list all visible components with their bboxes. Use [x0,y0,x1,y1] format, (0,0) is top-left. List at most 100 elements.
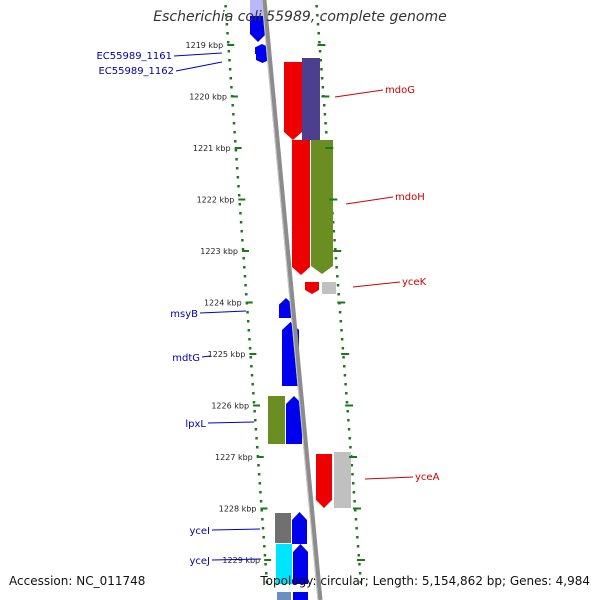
outer-dot-guide [343,374,347,377]
leader-line-mdoH [345,196,394,205]
inner-dot-guide [234,149,238,152]
outer-dot-guide [337,293,340,296]
inner-dot-guide [235,158,238,161]
inner-dot-guide [254,428,258,431]
inner-dot-guide [257,473,261,476]
inner-dot-guide [257,464,260,467]
gene-arrow-1162a [255,44,269,54]
inner-dot-guide [227,50,231,53]
inner-dot-guide [246,311,249,314]
leader-line-yceA [364,476,414,480]
inner-dot-guide [238,203,242,206]
inner-dot-guide [263,554,267,557]
outer-dot-guide [355,527,358,530]
gene-arrow-mdoG [284,62,302,140]
inner-dot-guide [252,392,255,395]
gene-arrow-yceA [316,454,332,508]
inner-dot-guide [262,536,265,539]
gene-arrow-mdoH-cog [311,140,333,274]
outer-dot-guide [339,320,343,323]
gene-features [250,0,351,600]
genome-summary-text: Topology: circular; Length: 5,154,862 bp… [260,574,590,588]
gene-label-mdtG[interactable]: mdtG [172,353,200,364]
inner-dot-guide [228,68,232,71]
outer-dot-guide [359,581,363,584]
leader-line-mdtG [201,355,211,358]
outer-dot-guide [320,68,323,71]
gene-arrow-yceI-cog [275,513,291,543]
inner-dot-guide [250,365,253,368]
tick-label: 1227 kbp [215,453,253,462]
inner-dot-guide [259,491,262,494]
leader-line-lpxL [207,421,255,424]
outer-dot-guide [315,5,318,8]
gene-label-EC55989_1162[interactable]: EC55989_1162 [98,66,174,77]
tick-label: 1219 kbp [186,41,224,50]
inner-dot-guide [265,581,269,584]
gene-arrow-msyB [279,298,293,318]
inner-dot-guide [231,104,234,107]
gene-arrow-yceI [292,512,307,544]
inner-dot-guide [264,563,267,566]
genome-backbone [261,0,323,600]
inner-dot-guide [251,383,254,386]
inner-dot-guide [236,176,240,179]
outer-dot-guide [344,383,347,386]
gene-label-msyB[interactable]: msyB [170,309,198,320]
inner-dot-guide [258,482,262,485]
outer-dot-guide [347,419,350,422]
gene-label-mdoH[interactable]: mdoH [395,192,425,203]
outer-dot-guide [334,248,337,251]
outer-dot-guide [331,221,335,224]
leader-line-EC55989_1162 [175,61,223,72]
outer-dot-guide [351,473,354,476]
gene-arrow-bottom [277,592,291,600]
inner-dot-guide [229,77,233,80]
tick-label: 1229 kbp [222,556,260,565]
gene-arrow-yceK-cog [322,282,336,294]
inner-dot-guide [255,437,258,440]
outer-dot-guide [318,50,322,53]
inner-dot-guide [248,347,252,350]
gene-label-yceA[interactable]: yceA [415,472,440,483]
inner-dot-guide [239,221,243,224]
inner-dot-guide [226,41,230,44]
outer-dot-guide [316,23,320,26]
gene-label-mdoG[interactable]: mdoG [385,85,415,96]
inner-dot-guide [259,500,263,503]
backbone-highlight [261,0,319,600]
gene-arrow-yceJ [293,544,308,584]
gene-label-yceK[interactable]: yceK [402,277,427,288]
gene-arrow-yceK [305,282,319,294]
inner-dot-guide [230,86,233,89]
gene-label-yceI[interactable]: yceI [189,526,210,537]
outer-dot-guide [320,77,324,80]
gene-arrow-yceJ-cog [276,544,292,584]
inner-dot-guide [225,14,228,17]
inner-dot-guide [255,446,259,449]
outer-dot-guide [335,266,338,269]
tick-label: 1228 kbp [219,505,257,514]
outer-dot-guide [325,131,328,134]
outer-dot-guide [322,104,326,107]
tick-label: 1225 kbp [208,350,246,359]
inner-dot-guide [249,356,253,359]
gene-label-yceJ[interactable]: yceJ [189,556,210,567]
outer-dot-guide [354,518,358,521]
inner-dot-guide [241,239,244,242]
outer-dot-guide [351,482,355,485]
inner-dot-guide [246,320,250,323]
inner-dot-guide [234,140,237,143]
outer-dot-guide [347,428,351,431]
inner-dot-guide [260,509,263,512]
outer-dot-guide [336,275,339,278]
inner-dot-guide [244,293,248,296]
inner-dot-guide [226,32,229,35]
outer-dot-guide [321,86,325,89]
gene-arrow-lpxL-cog [268,396,285,444]
gene-label-EC55989_1161[interactable]: EC55989_1161 [96,51,172,62]
gene-label-lpxL[interactable]: lpxL [185,419,206,430]
inner-dot-guide [241,248,245,251]
outer-dot-guide [346,410,349,413]
outer-dot-guide [342,356,345,359]
